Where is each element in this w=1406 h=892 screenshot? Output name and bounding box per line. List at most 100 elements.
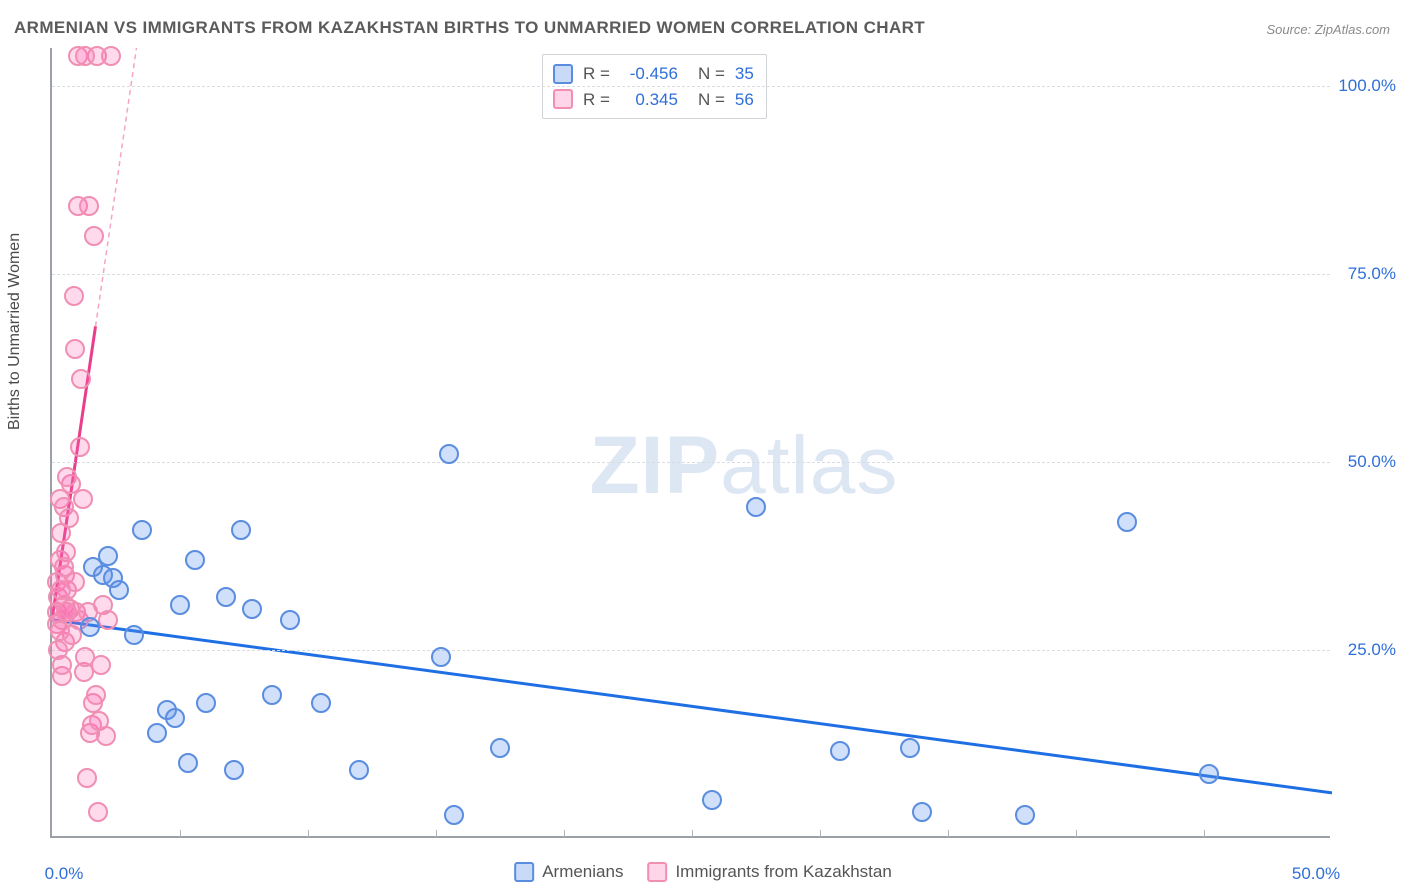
data-point-armenians (280, 610, 300, 630)
trend-line (96, 48, 137, 326)
data-point-armenians (439, 444, 459, 464)
data-point-armenians (98, 546, 118, 566)
scatter-plot-area: ZIPatlas R = -0.456 N = 35 R = 0.345 N = 56 (50, 48, 1330, 838)
gridline-horizontal (52, 650, 1330, 651)
data-point-armenians (132, 520, 152, 540)
legend-swatch (553, 64, 573, 84)
x-axis-minor-tick (820, 830, 821, 837)
watermark: ZIPatlas (590, 419, 899, 513)
x-axis-minor-tick (692, 830, 693, 837)
legend-label: Armenians (542, 862, 623, 882)
y-axis-tick-label: 25.0% (1348, 640, 1396, 660)
data-point-armenians (431, 647, 451, 667)
legend-r-value: 0.345 (620, 87, 678, 113)
data-point-armenians (311, 693, 331, 713)
legend-swatch (647, 862, 667, 882)
data-point-armenians (1199, 764, 1219, 784)
legend-n-value: 35 (735, 61, 754, 87)
data-point-armenians (231, 520, 251, 540)
data-point-kazakhstan (57, 467, 77, 487)
data-point-armenians (702, 790, 722, 810)
x-axis-minor-tick (1204, 830, 1205, 837)
data-point-armenians (185, 550, 205, 570)
data-point-armenians (242, 599, 262, 619)
x-axis-tick-min: 0.0% (45, 864, 84, 884)
data-point-armenians (746, 497, 766, 517)
data-point-kazakhstan (98, 610, 118, 630)
x-axis-tick-max: 50.0% (1292, 864, 1340, 884)
x-axis-minor-tick (308, 830, 309, 837)
data-point-armenians (178, 753, 198, 773)
data-point-armenians (1117, 512, 1137, 532)
x-axis-minor-tick (436, 830, 437, 837)
y-axis-tick-label: 75.0% (1348, 264, 1396, 284)
legend-n-label: N = (698, 87, 725, 113)
data-point-kazakhstan (56, 602, 76, 622)
data-point-armenians (147, 723, 167, 743)
data-point-armenians (912, 802, 932, 822)
data-point-kazakhstan (73, 489, 93, 509)
legend-item: Immigrants from Kazakhstan (647, 862, 891, 882)
x-axis-minor-tick (948, 830, 949, 837)
legend-row: R = 0.345 N = 56 (553, 87, 754, 113)
trend-line (52, 620, 1332, 793)
data-point-kazakhstan (65, 339, 85, 359)
data-point-kazakhstan (77, 768, 97, 788)
data-point-kazakhstan (88, 802, 108, 822)
legend-n-label: N = (698, 61, 725, 87)
legend-n-value: 56 (735, 87, 754, 113)
source-attribution: Source: ZipAtlas.com (1266, 22, 1390, 37)
data-point-armenians (1015, 805, 1035, 825)
data-point-kazakhstan (71, 369, 91, 389)
legend-item: Armenians (514, 862, 623, 882)
gridline-horizontal (52, 462, 1330, 463)
data-point-kazakhstan (86, 685, 106, 705)
data-point-armenians (109, 580, 129, 600)
trend-lines-layer (52, 48, 1332, 838)
data-point-armenians (349, 760, 369, 780)
data-point-armenians (444, 805, 464, 825)
data-point-armenians (124, 625, 144, 645)
x-axis-minor-tick (1076, 830, 1077, 837)
data-point-armenians (830, 741, 850, 761)
data-point-armenians (490, 738, 510, 758)
legend-r-label: R = (583, 87, 610, 113)
data-point-kazakhstan (70, 437, 90, 457)
data-point-armenians (224, 760, 244, 780)
gridline-horizontal (52, 274, 1330, 275)
legend-swatch (514, 862, 534, 882)
gridline-horizontal (52, 86, 1330, 87)
data-point-kazakhstan (50, 621, 70, 641)
legend-r-value: -0.456 (620, 61, 678, 87)
watermark-zip: ZIP (590, 420, 721, 511)
data-point-kazakhstan (96, 726, 116, 746)
data-point-armenians (165, 708, 185, 728)
legend-row: R = -0.456 N = 35 (553, 61, 754, 87)
data-point-armenians (170, 595, 190, 615)
data-point-armenians (216, 587, 236, 607)
legend-label: Immigrants from Kazakhstan (675, 862, 891, 882)
data-point-kazakhstan (79, 196, 99, 216)
data-point-kazakhstan (65, 572, 85, 592)
data-point-armenians (262, 685, 282, 705)
data-point-armenians (80, 617, 100, 637)
data-point-kazakhstan (59, 508, 79, 528)
chart-title: ARMENIAN VS IMMIGRANTS FROM KAZAKHSTAN B… (14, 18, 925, 38)
data-point-kazakhstan (84, 226, 104, 246)
data-point-armenians (900, 738, 920, 758)
series-legend: Armenians Immigrants from Kazakhstan (514, 862, 892, 882)
legend-swatch (553, 89, 573, 109)
watermark-atlas: atlas (720, 420, 898, 511)
y-axis-title: Births to Unmarried Women (6, 233, 24, 430)
data-point-kazakhstan (48, 640, 68, 660)
legend-r-label: R = (583, 61, 610, 87)
x-axis-minor-tick (564, 830, 565, 837)
x-axis-minor-tick (180, 830, 181, 837)
data-point-armenians (196, 693, 216, 713)
data-point-kazakhstan (101, 46, 121, 66)
data-point-kazakhstan (75, 46, 95, 66)
y-axis-tick-label: 50.0% (1348, 452, 1396, 472)
data-point-kazakhstan (91, 655, 111, 675)
data-point-kazakhstan (64, 286, 84, 306)
y-axis-tick-label: 100.0% (1338, 76, 1396, 96)
